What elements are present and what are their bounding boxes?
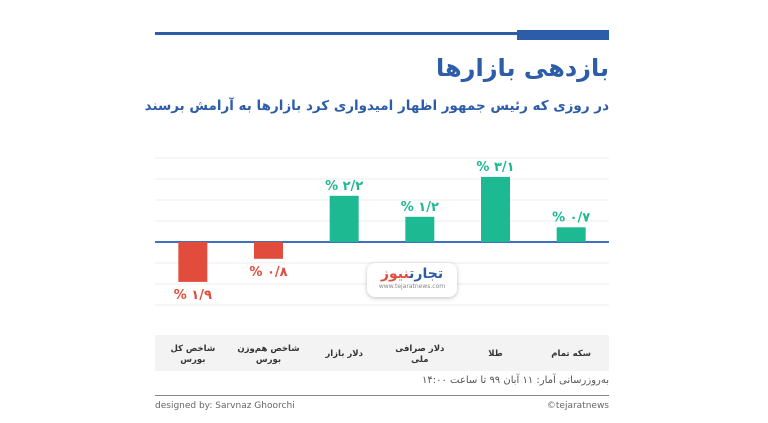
- bar-5: [254, 242, 283, 259]
- bar-6: [178, 242, 208, 282]
- logo-url: www.tejaratnews.com: [378, 283, 446, 290]
- footer-divider: [155, 395, 609, 396]
- social-handle: ©tejaratnews: [546, 401, 609, 411]
- update-note: به‌روزرسانی آمار: ۱۱ آبان ۹۹ تا ساعت ۱۴:…: [422, 375, 609, 386]
- logo-text-red: نیوز: [380, 266, 410, 282]
- category-label-6: شاخص کل بورس: [170, 344, 215, 365]
- category-label-line: طلا: [488, 349, 502, 359]
- category-label-line: ملی: [411, 355, 428, 365]
- category-label-line: بورس: [256, 355, 281, 365]
- category-label-line: دلار صرافی: [395, 344, 445, 354]
- bar-chart: ۰/۷ % ۳/۱ % ۱/۲ % ۲/۲ % ۰/۸ % ۱/۹ % سکه تمام ط…: [155, 157, 609, 371]
- logo-text-blue: تجارت: [409, 266, 444, 282]
- bar-value-label-5: ۰/۸ %: [249, 265, 287, 280]
- category-label-3: دلار صرافی ملی: [395, 344, 445, 365]
- top-accent-bar: [155, 32, 609, 35]
- bar-3: [405, 216, 435, 242]
- infographic-card: بازدهی بازارها در روزی که رئیس جمهور اظه…: [145, 30, 609, 415]
- designer-credit: designed by: Sarvnaz Ghoorchi: [155, 401, 295, 411]
- category-label-line: بورس: [180, 355, 205, 365]
- bar-value-label-3: ۱/۲ %: [401, 200, 439, 215]
- chart-title: بازدهی بازارها: [436, 54, 609, 82]
- bar-1: [556, 227, 586, 242]
- bar-2: [481, 176, 510, 242]
- bar-value-label-2: ۳/۱ %: [476, 160, 514, 175]
- bar-value-label-4: ۲/۲ %: [325, 179, 363, 194]
- bar-value-label-6: ۱/۹ %: [174, 288, 212, 303]
- category-label-line: شاخص کل: [170, 344, 215, 354]
- bar-4: [329, 195, 359, 242]
- top-accent-tab: [517, 30, 609, 40]
- tejaratnews-logo: تجارتنیوز www.tejaratnews.com: [367, 263, 457, 297]
- category-strip: [155, 335, 609, 371]
- category-label-1: سکه تمام: [551, 349, 591, 359]
- category-label-5: شاخص هم‌وزن بورس: [237, 344, 299, 365]
- category-label-line: سکه تمام: [551, 349, 591, 359]
- category-label-2: طلا: [488, 349, 502, 359]
- logo-wordmark: تجارتنیوز: [367, 266, 457, 282]
- category-label-4: دلار بازار: [324, 349, 363, 359]
- chart-subtitle: در روزی که رئیس جمهور اظهار امیدواری کرد…: [144, 98, 609, 114]
- category-label-line: شاخص هم‌وزن: [237, 344, 299, 354]
- bar-value-label-1: ۰/۷ %: [552, 210, 590, 225]
- category-label-line: دلار بازار: [324, 349, 363, 359]
